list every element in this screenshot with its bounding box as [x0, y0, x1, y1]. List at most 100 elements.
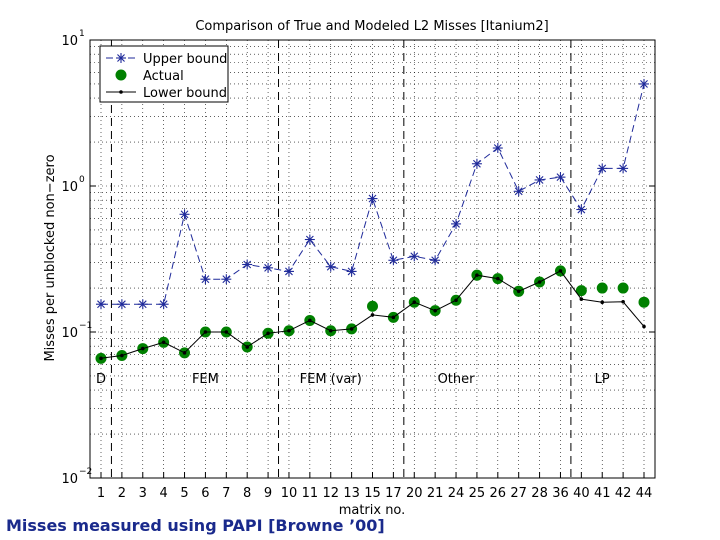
legend-marker: [115, 69, 127, 81]
legend-label: Upper bound: [143, 52, 227, 67]
x-tick-label: 21: [427, 486, 444, 501]
x-tick-label: 10: [281, 486, 298, 501]
x-tick-label: 7: [222, 486, 230, 501]
data-point: [349, 327, 354, 331]
x-tick-label: 41: [594, 486, 611, 501]
y-tick-label: 10: [61, 34, 78, 49]
data-point: [263, 262, 274, 273]
data-point: [471, 158, 482, 169]
caption: Misses measured using PAPI [Browne ’00]: [6, 516, 385, 535]
data-point: [308, 318, 312, 323]
data-point: [221, 274, 232, 285]
data-point: [621, 300, 625, 304]
series-group: [95, 78, 650, 364]
data-point: [618, 163, 629, 174]
x-tick-label: 12: [322, 486, 339, 501]
section-label: LP: [595, 372, 610, 387]
section-dividers: [110, 40, 572, 478]
x-tick-label: 26: [490, 486, 507, 501]
grid-lines: [90, 40, 655, 478]
x-tick-label: 27: [510, 486, 527, 501]
data-point: [161, 340, 166, 345]
y-tick-label: 10: [61, 326, 78, 341]
data-point: [639, 78, 649, 89]
data-point: [245, 345, 249, 349]
section-label: Other: [438, 372, 476, 387]
data-point: [116, 299, 127, 310]
data-point: [287, 328, 291, 333]
x-tick-label: 11: [302, 486, 319, 501]
data-point: [224, 330, 229, 334]
x-tick-label: 1: [97, 486, 105, 501]
data-point: [179, 209, 190, 220]
data-point: [596, 282, 608, 294]
x-tick-label: 2: [118, 486, 126, 501]
data-point: [203, 330, 208, 334]
y-tick-exponent: −2: [79, 467, 92, 477]
x-tick-label: 13: [343, 486, 360, 501]
data-point: [325, 261, 336, 272]
x-tick-label: 9: [264, 486, 272, 501]
data-point: [120, 353, 124, 358]
data-point: [579, 297, 584, 301]
x-tick-label: 8: [243, 486, 251, 501]
data-point: [137, 299, 148, 310]
data-point: [304, 234, 315, 245]
x-tick-label: 28: [531, 486, 548, 501]
data-point: [242, 259, 253, 270]
data-point: [346, 266, 357, 277]
data-point: [555, 172, 566, 183]
series-lower-bound: [99, 269, 646, 361]
data-point: [96, 299, 106, 310]
data-point: [638, 296, 650, 308]
y-tick-label: 10: [61, 472, 78, 487]
data-point: [558, 269, 563, 273]
data-point: [388, 255, 399, 266]
y-tick-exponent: −1: [79, 321, 92, 331]
legend: Upper bound Actual Lower bound: [99, 45, 229, 103]
x-axis-ticks: 1 2 3 4 5 6 7 8 9 10 11 12 13 15 17 20 21 24 25 26 27 28 36 40 4…: [97, 472, 652, 501]
data-point: [617, 282, 629, 294]
x-axis-label: matrix no.: [339, 503, 406, 518]
data-point: [99, 356, 103, 361]
data-point: [575, 285, 587, 297]
series-line: [101, 83, 645, 305]
data-point: [600, 300, 605, 304]
data-point: [409, 251, 420, 262]
x-tick-label: 36: [552, 486, 569, 501]
x-tick-label: 17: [385, 486, 402, 501]
data-point: [537, 280, 542, 284]
data-point: [367, 300, 378, 312]
x-tick-label: 42: [615, 486, 632, 501]
y-tick-label: 10: [61, 180, 78, 195]
data-point: [391, 315, 396, 320]
x-tick-label: 20: [406, 486, 423, 501]
data-point: [283, 266, 294, 277]
data-point: [496, 276, 500, 281]
series-upper-bound: [96, 78, 649, 310]
x-tick-label: 5: [180, 486, 188, 501]
x-tick-label: 24: [448, 486, 465, 501]
x-tick-label: 15: [364, 486, 381, 501]
data-point: [513, 186, 524, 197]
data-point: [492, 143, 503, 154]
data-point: [182, 351, 187, 355]
y-tick-exponent: 1: [79, 29, 85, 39]
data-point: [412, 300, 417, 304]
legend-item-lower-bound: Lower bound: [106, 86, 227, 101]
data-point: [140, 346, 145, 351]
data-point: [516, 289, 521, 294]
data-point: [475, 273, 479, 277]
data-point: [433, 308, 437, 313]
legend-item-actual: Actual: [115, 69, 184, 84]
data-point: [576, 204, 587, 215]
data-point: [158, 299, 169, 310]
y-tick-exponent: 0: [79, 175, 85, 185]
x-tick-label: 25: [469, 486, 486, 501]
section-label: FEM (var): [300, 372, 362, 387]
legend-item-upper-bound: Upper bound: [106, 52, 227, 67]
section-label: FEM: [192, 372, 219, 387]
legend-marker: [116, 53, 126, 63]
